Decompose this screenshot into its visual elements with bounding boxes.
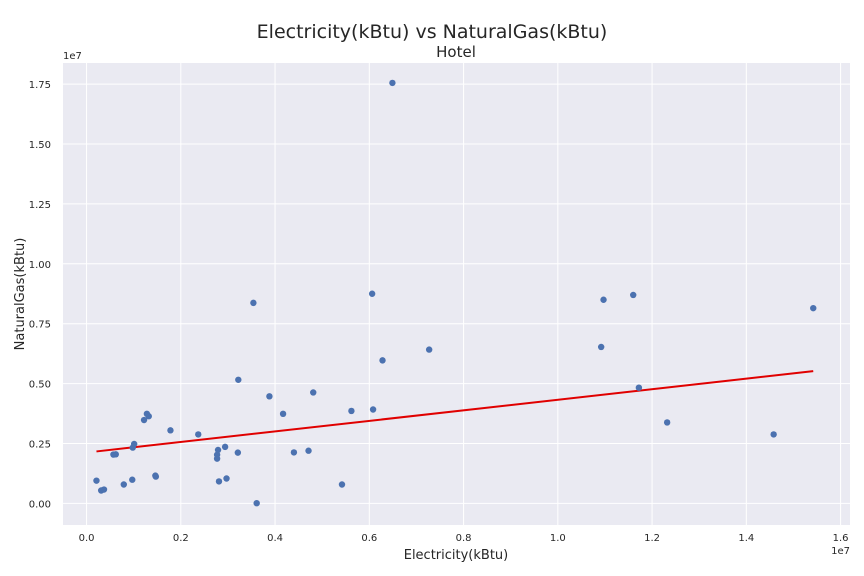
y-tick-label: 1.25 xyxy=(29,200,51,211)
x-tick-label: 1.2 xyxy=(644,533,660,544)
data-point xyxy=(140,416,148,424)
data-point xyxy=(597,343,605,351)
data-point xyxy=(130,440,138,448)
y-tick-labels: 0.00 0.25 0.50 0.75 1.00 1.25 1.50 1.75 xyxy=(29,80,51,510)
data-point xyxy=(663,419,671,426)
x-offset-label: 1e7 xyxy=(831,546,850,557)
x-tick-label: 1.4 xyxy=(738,533,754,544)
data-point xyxy=(253,499,260,507)
data-point xyxy=(93,477,100,484)
x-tick-label: 0.8 xyxy=(456,533,472,544)
data-point xyxy=(213,451,221,458)
y-tick-label: 0.00 xyxy=(29,499,51,510)
data-point xyxy=(129,476,136,483)
x-tick-label: 0.0 xyxy=(79,533,95,544)
data-point xyxy=(770,431,777,438)
data-point xyxy=(145,413,152,420)
plot-background xyxy=(63,63,850,525)
x-tick-label: 0.6 xyxy=(361,533,377,544)
y-tick-label: 1.50 xyxy=(29,140,51,151)
data-point xyxy=(120,481,127,488)
x-tick-label: 0.4 xyxy=(267,533,283,544)
data-point xyxy=(630,291,637,299)
y-tick-label: 1.75 xyxy=(29,80,51,91)
y-axis-label: NaturalGas(kBtu) xyxy=(13,238,28,351)
x-tick-labels: 0.0 0.2 0.4 0.6 0.8 1.0 1.2 1.4 1.6 xyxy=(79,533,849,544)
data-point xyxy=(266,393,273,400)
data-point xyxy=(635,384,643,391)
y-tick-label: 0.75 xyxy=(29,320,51,331)
chart-subtitle: Hotel xyxy=(436,43,476,61)
data-point xyxy=(167,427,174,434)
trendline xyxy=(96,370,814,453)
data-point xyxy=(305,447,312,454)
data-point xyxy=(221,443,229,451)
data-point xyxy=(235,376,242,383)
points-group xyxy=(93,79,817,507)
chart-title: Electricity(kBtu) vs NaturalGas(kBtu) xyxy=(257,21,608,43)
x-tick-label: 1.6 xyxy=(833,533,849,544)
data-point xyxy=(195,431,202,438)
y-offset-label: 1e7 xyxy=(63,51,82,62)
data-point xyxy=(600,296,607,303)
data-point xyxy=(112,451,119,458)
data-point xyxy=(369,406,377,413)
y-tick-label: 1.00 xyxy=(29,260,51,271)
data-point xyxy=(250,299,257,307)
y-tick-label: 0.25 xyxy=(29,440,51,451)
data-point xyxy=(310,389,317,396)
trendline-group xyxy=(96,370,814,453)
data-point xyxy=(214,446,222,454)
x-axis-label: Electricity(kBtu) xyxy=(404,548,509,563)
data-point xyxy=(234,449,242,456)
data-point xyxy=(379,357,386,364)
data-point xyxy=(152,473,160,480)
data-point xyxy=(215,478,223,485)
data-point xyxy=(100,486,108,493)
data-point xyxy=(338,481,346,488)
data-point xyxy=(223,475,230,482)
y-tick-label: 0.50 xyxy=(29,380,51,391)
data-point xyxy=(348,407,355,415)
data-point xyxy=(425,346,433,353)
grid xyxy=(63,63,850,525)
data-point xyxy=(368,290,376,297)
x-tick-label: 0.2 xyxy=(173,533,189,544)
data-point xyxy=(279,410,287,418)
data-point xyxy=(290,449,298,456)
data-point xyxy=(810,304,817,312)
data-point xyxy=(389,79,396,87)
x-tick-label: 1.0 xyxy=(550,533,566,544)
